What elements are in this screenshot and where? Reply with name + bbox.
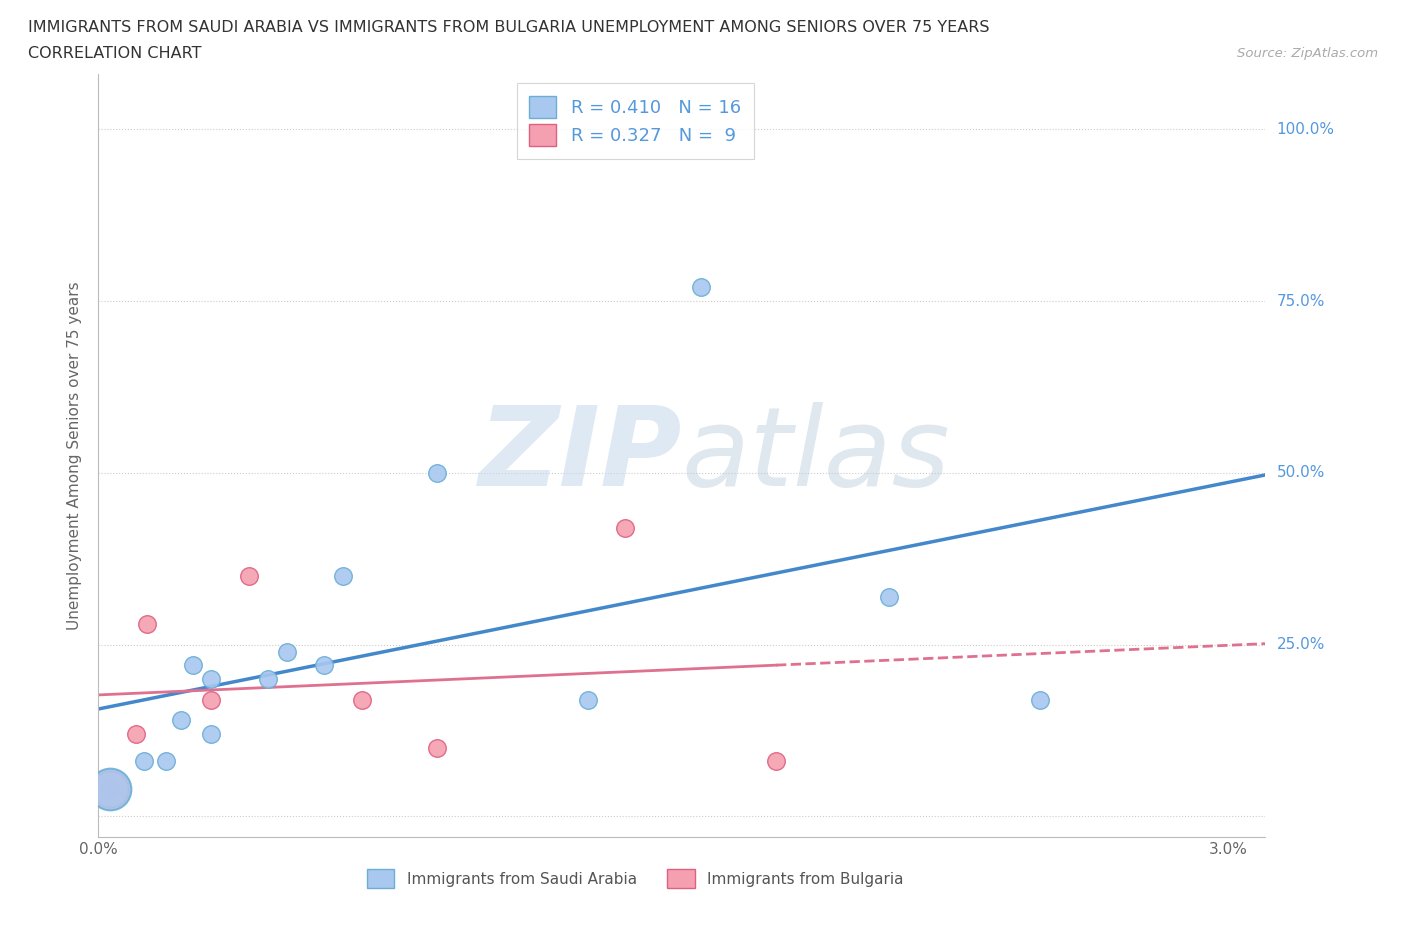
Point xyxy=(332,568,354,583)
Point xyxy=(576,692,599,707)
Point xyxy=(200,726,222,741)
Point xyxy=(238,568,260,583)
Point xyxy=(614,521,637,536)
Point xyxy=(765,754,787,769)
Text: 75.0%: 75.0% xyxy=(1277,294,1324,309)
Y-axis label: Unemployment Among Seniors over 75 years: Unemployment Among Seniors over 75 years xyxy=(67,282,83,630)
Point xyxy=(132,754,155,769)
Legend: Immigrants from Saudi Arabia, Immigrants from Bulgaria: Immigrants from Saudi Arabia, Immigrants… xyxy=(361,863,910,894)
Point xyxy=(200,692,222,707)
Point xyxy=(1028,692,1050,707)
Point xyxy=(877,589,900,604)
Point xyxy=(426,465,449,480)
Point xyxy=(170,712,193,727)
Text: 50.0%: 50.0% xyxy=(1277,465,1324,481)
Point xyxy=(98,781,121,796)
Text: ZIP: ZIP xyxy=(478,402,682,510)
Point xyxy=(155,754,177,769)
Point xyxy=(426,740,449,755)
Point xyxy=(276,644,298,659)
Text: 25.0%: 25.0% xyxy=(1277,637,1324,652)
Point xyxy=(98,781,121,796)
Text: CORRELATION CHART: CORRELATION CHART xyxy=(28,46,201,61)
Point xyxy=(689,280,711,295)
Text: 100.0%: 100.0% xyxy=(1277,122,1334,137)
Text: Source: ZipAtlas.com: Source: ZipAtlas.com xyxy=(1237,46,1378,60)
Point xyxy=(98,781,121,796)
Text: atlas: atlas xyxy=(682,402,950,510)
Point xyxy=(314,658,336,672)
Point xyxy=(125,726,148,741)
Point xyxy=(350,692,373,707)
Point xyxy=(181,658,204,672)
Point xyxy=(200,671,222,686)
Point xyxy=(98,781,121,796)
Point xyxy=(136,617,159,631)
Text: IMMIGRANTS FROM SAUDI ARABIA VS IMMIGRANTS FROM BULGARIA UNEMPLOYMENT AMONG SENI: IMMIGRANTS FROM SAUDI ARABIA VS IMMIGRAN… xyxy=(28,20,990,35)
Point xyxy=(256,671,278,686)
